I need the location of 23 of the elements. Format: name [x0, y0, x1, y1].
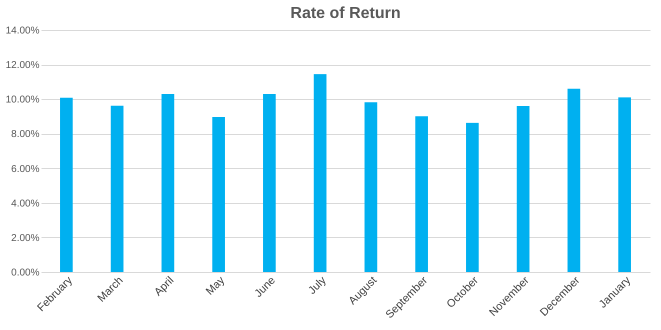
bar [568, 88, 580, 272]
y-tick-label: 2.00% [11, 232, 40, 244]
y-tick-label: 6.00% [11, 164, 40, 175]
y-tick-label: 10.00% [6, 94, 40, 106]
chart-title: Rate of Return [290, 5, 401, 22]
x-tick-label: May [204, 274, 228, 298]
y-tick-label: 8.00% [11, 129, 40, 140]
bar [516, 106, 530, 272]
bar [466, 122, 479, 272]
bar [314, 74, 326, 272]
x-tick-label: July [306, 274, 329, 297]
bar [415, 116, 428, 272]
bar [263, 94, 276, 272]
y-tick-label: 14.00% [6, 26, 40, 36]
y-tick-label: 12.00% [6, 60, 40, 72]
bar [60, 98, 73, 272]
bar [618, 97, 631, 272]
bar [110, 106, 124, 272]
bar [212, 116, 225, 272]
bar [364, 102, 378, 272]
y-tick-label: 0.00% [11, 268, 40, 278]
bar [162, 94, 174, 272]
y-tick-label: 4.00% [11, 198, 40, 210]
